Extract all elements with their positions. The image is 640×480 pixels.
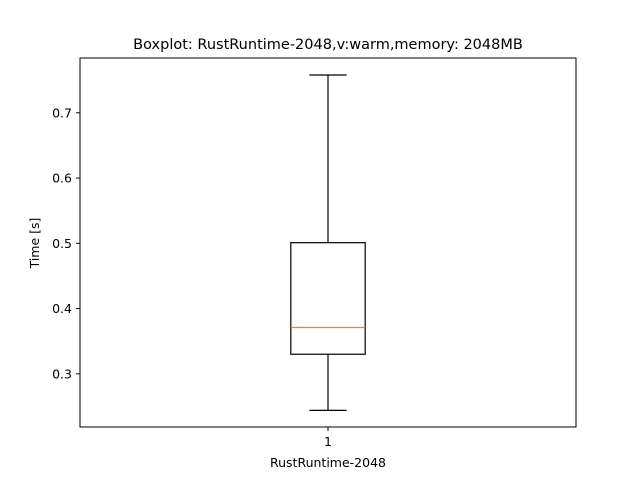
y-tick-label: 0.6 [52,171,72,186]
y-axis-label: Time [s] [27,218,42,270]
y-axis: 0.3 0.4 0.5 0.6 0.7 [52,105,80,381]
y-tick-label: 0.3 [52,366,72,381]
x-axis-label: RustRuntime-2048 [270,455,386,470]
x-tick-label: 1 [324,434,332,449]
chart-title: Boxplot: RustRuntime-2048,v:warm,memory:… [133,37,523,53]
y-tick-label: 0.7 [52,105,72,120]
x-axis: 1 [324,427,332,449]
plot-area [290,74,366,411]
box-iqr [290,242,366,355]
y-tick-label: 0.4 [52,301,72,316]
y-tick-label: 0.5 [52,236,72,251]
